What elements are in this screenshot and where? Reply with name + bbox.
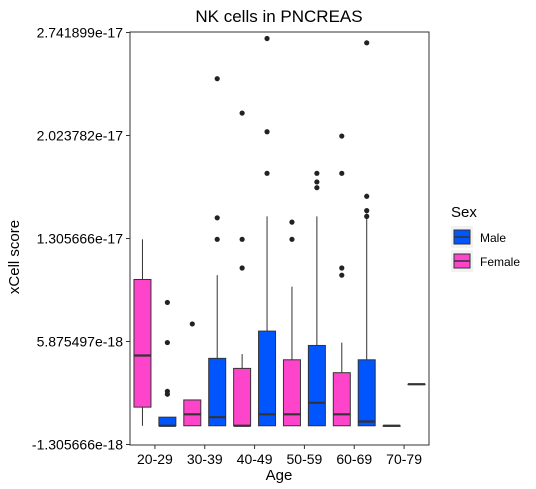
outlier-point <box>164 299 170 306</box>
legend-item-female: Female <box>451 250 520 272</box>
x-tick-label: 60-69 <box>336 451 372 467</box>
box-male-40-49 <box>258 35 277 427</box>
outlier-point <box>314 185 320 191</box>
box-iqr <box>332 372 351 427</box>
box-iqr <box>158 416 177 427</box>
box-iqr <box>357 359 376 427</box>
outlier-point <box>339 265 345 271</box>
outlier-point <box>314 179 320 185</box>
box-iqr <box>258 330 277 427</box>
x-axis: 20-29 30-39 40-49 50-59 60-69 70-79 <box>137 445 422 467</box>
box-male-70-79 <box>407 383 426 386</box>
outlier-point <box>339 170 345 176</box>
outlier-point <box>264 35 270 42</box>
outlier-point <box>264 129 270 135</box>
box-iqr <box>282 359 301 427</box>
outlier-point <box>164 388 170 394</box>
outlier-point <box>239 265 245 271</box>
outlier-point <box>239 110 245 116</box>
legend-title: Sex <box>451 204 477 221</box>
outlier-point <box>289 236 295 242</box>
outlier-point <box>214 76 220 82</box>
y-tick-label: 1.305666e-17 <box>37 231 124 247</box>
legend: Sex Male Female <box>451 204 520 272</box>
outlier-point <box>214 215 220 221</box>
y-tick-label: 5.875497e-18 <box>37 334 124 350</box>
outlier-point <box>239 236 245 242</box>
y-tick-label: 2.023782e-17 <box>37 128 124 144</box>
legend-items: Male Female <box>451 226 520 272</box>
box-male-60-69 <box>357 40 376 427</box>
box-iqr <box>183 399 202 427</box>
outlier-point <box>339 133 345 139</box>
x-axis-label: Age <box>266 467 293 484</box>
box-iqr <box>307 344 326 427</box>
outlier-point <box>364 213 370 219</box>
box-female-30-39 <box>183 321 202 427</box>
box-iqr <box>133 278 152 408</box>
box-female-20-29 <box>133 239 152 426</box>
legend-item-male: Male <box>451 226 506 248</box>
box-female-40-49 <box>233 110 252 427</box>
outlier-point <box>214 236 220 242</box>
box-female-50-59 <box>282 219 301 427</box>
plot-marks <box>133 35 426 427</box>
outlier-point <box>189 321 195 327</box>
x-tick-label: 50-59 <box>287 451 323 467</box>
legend-label: Female <box>480 255 520 269</box>
outlier-point <box>364 208 370 214</box>
outlier-point <box>339 272 345 278</box>
box-iqr <box>208 357 227 427</box>
x-tick-label: 70-79 <box>386 451 422 467</box>
outlier-point <box>264 170 270 176</box>
box-female-70-79 <box>382 424 401 427</box>
x-tick-label: 20-29 <box>137 451 173 467</box>
chart-title: NK cells in PNCREAS <box>195 7 362 26</box>
box-male-30-39 <box>208 76 227 427</box>
x-tick-label: 40-49 <box>237 451 273 467</box>
x-tick-label: 30-39 <box>187 451 223 467</box>
outlier-point <box>364 40 370 46</box>
box-male-50-59 <box>307 170 326 427</box>
y-tick-label: 2.741899e-17 <box>37 25 124 41</box>
y-axis-label: xCell score <box>6 220 23 294</box>
outlier-point <box>164 339 170 346</box>
outlier-point <box>289 219 295 225</box>
plot-panel <box>129 31 430 446</box>
outlier-point <box>364 193 370 199</box>
legend-label: Male <box>480 231 506 245</box>
box-female-60-69 <box>332 133 351 427</box>
outlier-point <box>314 170 320 176</box>
box-iqr <box>233 367 252 427</box>
y-tick-label: -1.305666e-18 <box>32 437 123 453</box>
y-axis: -1.305666e-18 5.875497e-18 1.305666e-17 2.0… <box>32 25 130 453</box>
box-male-20-29 <box>158 299 177 427</box>
